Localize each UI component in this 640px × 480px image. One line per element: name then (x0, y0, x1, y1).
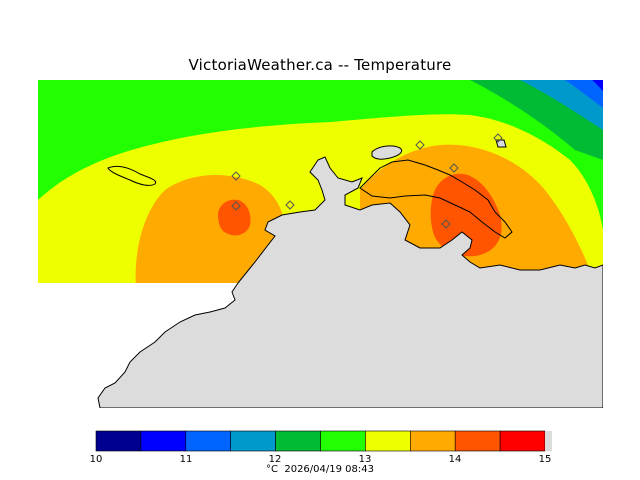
station-marker (441, 219, 451, 229)
station-marker (285, 200, 295, 210)
station-marker (449, 163, 459, 173)
colorbar-tick-14: 14 (448, 454, 462, 465)
colorbar-swatch (140, 430, 187, 452)
colorbar-swatch (365, 430, 411, 452)
land-mass-south (97, 156, 603, 408)
colorbar-swatch (320, 430, 366, 452)
colorbar (95, 430, 552, 452)
units-label: °C (266, 464, 278, 475)
station-marker (231, 171, 241, 181)
colorbar-swatch (454, 430, 501, 452)
island-west (107, 165, 157, 186)
station-marker (493, 133, 503, 143)
contour-band-redorange-west (218, 199, 251, 236)
colorbar-tick-13: 13 (358, 454, 372, 465)
contour-band-orange-west (135, 174, 285, 300)
contour-band-navy (592, 80, 603, 91)
weather-stations (231, 133, 503, 229)
colorbar-shadow (545, 431, 552, 451)
colorbar-swatch (275, 430, 321, 452)
colorbar-tick-11: 11 (179, 454, 193, 465)
colorbar-tick-10: 10 (89, 454, 103, 465)
colorbar-swatch (185, 430, 232, 452)
colorbar-swatch (409, 430, 456, 452)
map-title: VictoriaWeather.ca -- Temperature (188, 56, 452, 74)
colorbar-swatch (499, 430, 546, 452)
contour-band-blue (565, 80, 603, 108)
contour-band-teal (520, 80, 603, 130)
colorbar-tick-12: 12 (268, 454, 282, 465)
colorbar-swatch (230, 430, 276, 452)
coastline-saanich (359, 159, 513, 239)
colorbar-footer: °C 2026/04/19 08:43 (0, 464, 640, 475)
colorbar-swatch (95, 430, 142, 452)
timestamp: 2026/04/19 08:43 (284, 464, 374, 475)
station-marker (415, 140, 425, 150)
colorbar-tick-15: 15 (538, 454, 552, 465)
island-north (371, 145, 403, 160)
station-marker (231, 201, 241, 211)
contour-band-redorange-east (430, 173, 502, 257)
